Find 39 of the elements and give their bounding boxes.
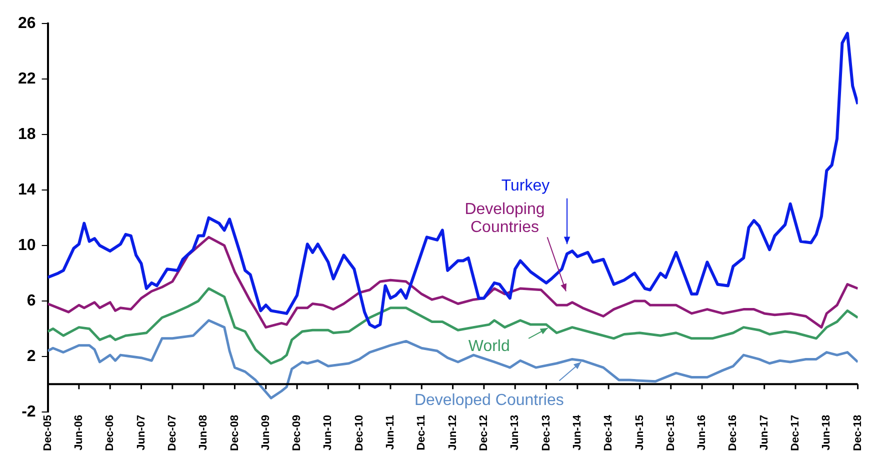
x-tick-label: Jun-10 [322, 414, 334, 450]
x-tick-label: Jun-06 [72, 414, 85, 450]
x-tick-label: Jun-15 [634, 414, 646, 450]
y-tick-label: 6 [26, 292, 36, 310]
x-tick-label: Dec-12 [478, 414, 490, 451]
x-tick-label: Dec-17 [790, 414, 802, 451]
x-tick-label: Dec-11 [416, 414, 428, 450]
y-tick-label: 2 [26, 348, 36, 365]
x-tick-label: Dec-05 [42, 414, 54, 451]
x-tick-label: Dec-13 [540, 414, 552, 451]
x-tick-label: Jun-09 [260, 414, 272, 450]
x-tick-label: Jun-12 [446, 414, 459, 450]
text: Turkey [501, 177, 550, 194]
y-tick-label: 18 [18, 126, 36, 143]
x-tick-label: Jun-14 [571, 414, 584, 450]
x-tick-label: Dec-10 [353, 414, 366, 451]
x-tick-label: Jun-16 [696, 414, 708, 450]
x-tick-label: Dec-07 [166, 414, 178, 451]
x-tick-label: Dec-15 [664, 414, 677, 451]
x-tick-label: Jun-18 [820, 414, 833, 450]
x-tick-label: Dec-14 [602, 414, 615, 451]
x-tick-label: Jun-17 [758, 414, 770, 450]
y-tick-label: 10 [18, 236, 36, 254]
x-tick-label: Dec-06 [104, 414, 116, 451]
y-tick-label: 22 [18, 70, 36, 88]
y-tick-label: 14 [18, 181, 36, 198]
series-label: World [468, 338, 510, 356]
x-tick-label: Jun-13 [509, 414, 522, 450]
text: Developing Countries [464, 200, 545, 236]
x-tick-label: Dec-16 [727, 414, 740, 451]
x-tick-label: Dec-08 [228, 414, 241, 451]
y-tick-label: -2 [22, 403, 36, 420]
x-tick-label: Dec-18 [852, 414, 864, 451]
x-tick-label: Jun-08 [198, 414, 210, 450]
x-tick-label: Jun-11 [384, 414, 397, 450]
y-tick-label: 26 [18, 15, 36, 32]
series-label: Developed Countries [414, 392, 564, 410]
x-tick-label: Jun-07 [135, 414, 148, 450]
x-tick-label: Dec-09 [291, 414, 304, 451]
